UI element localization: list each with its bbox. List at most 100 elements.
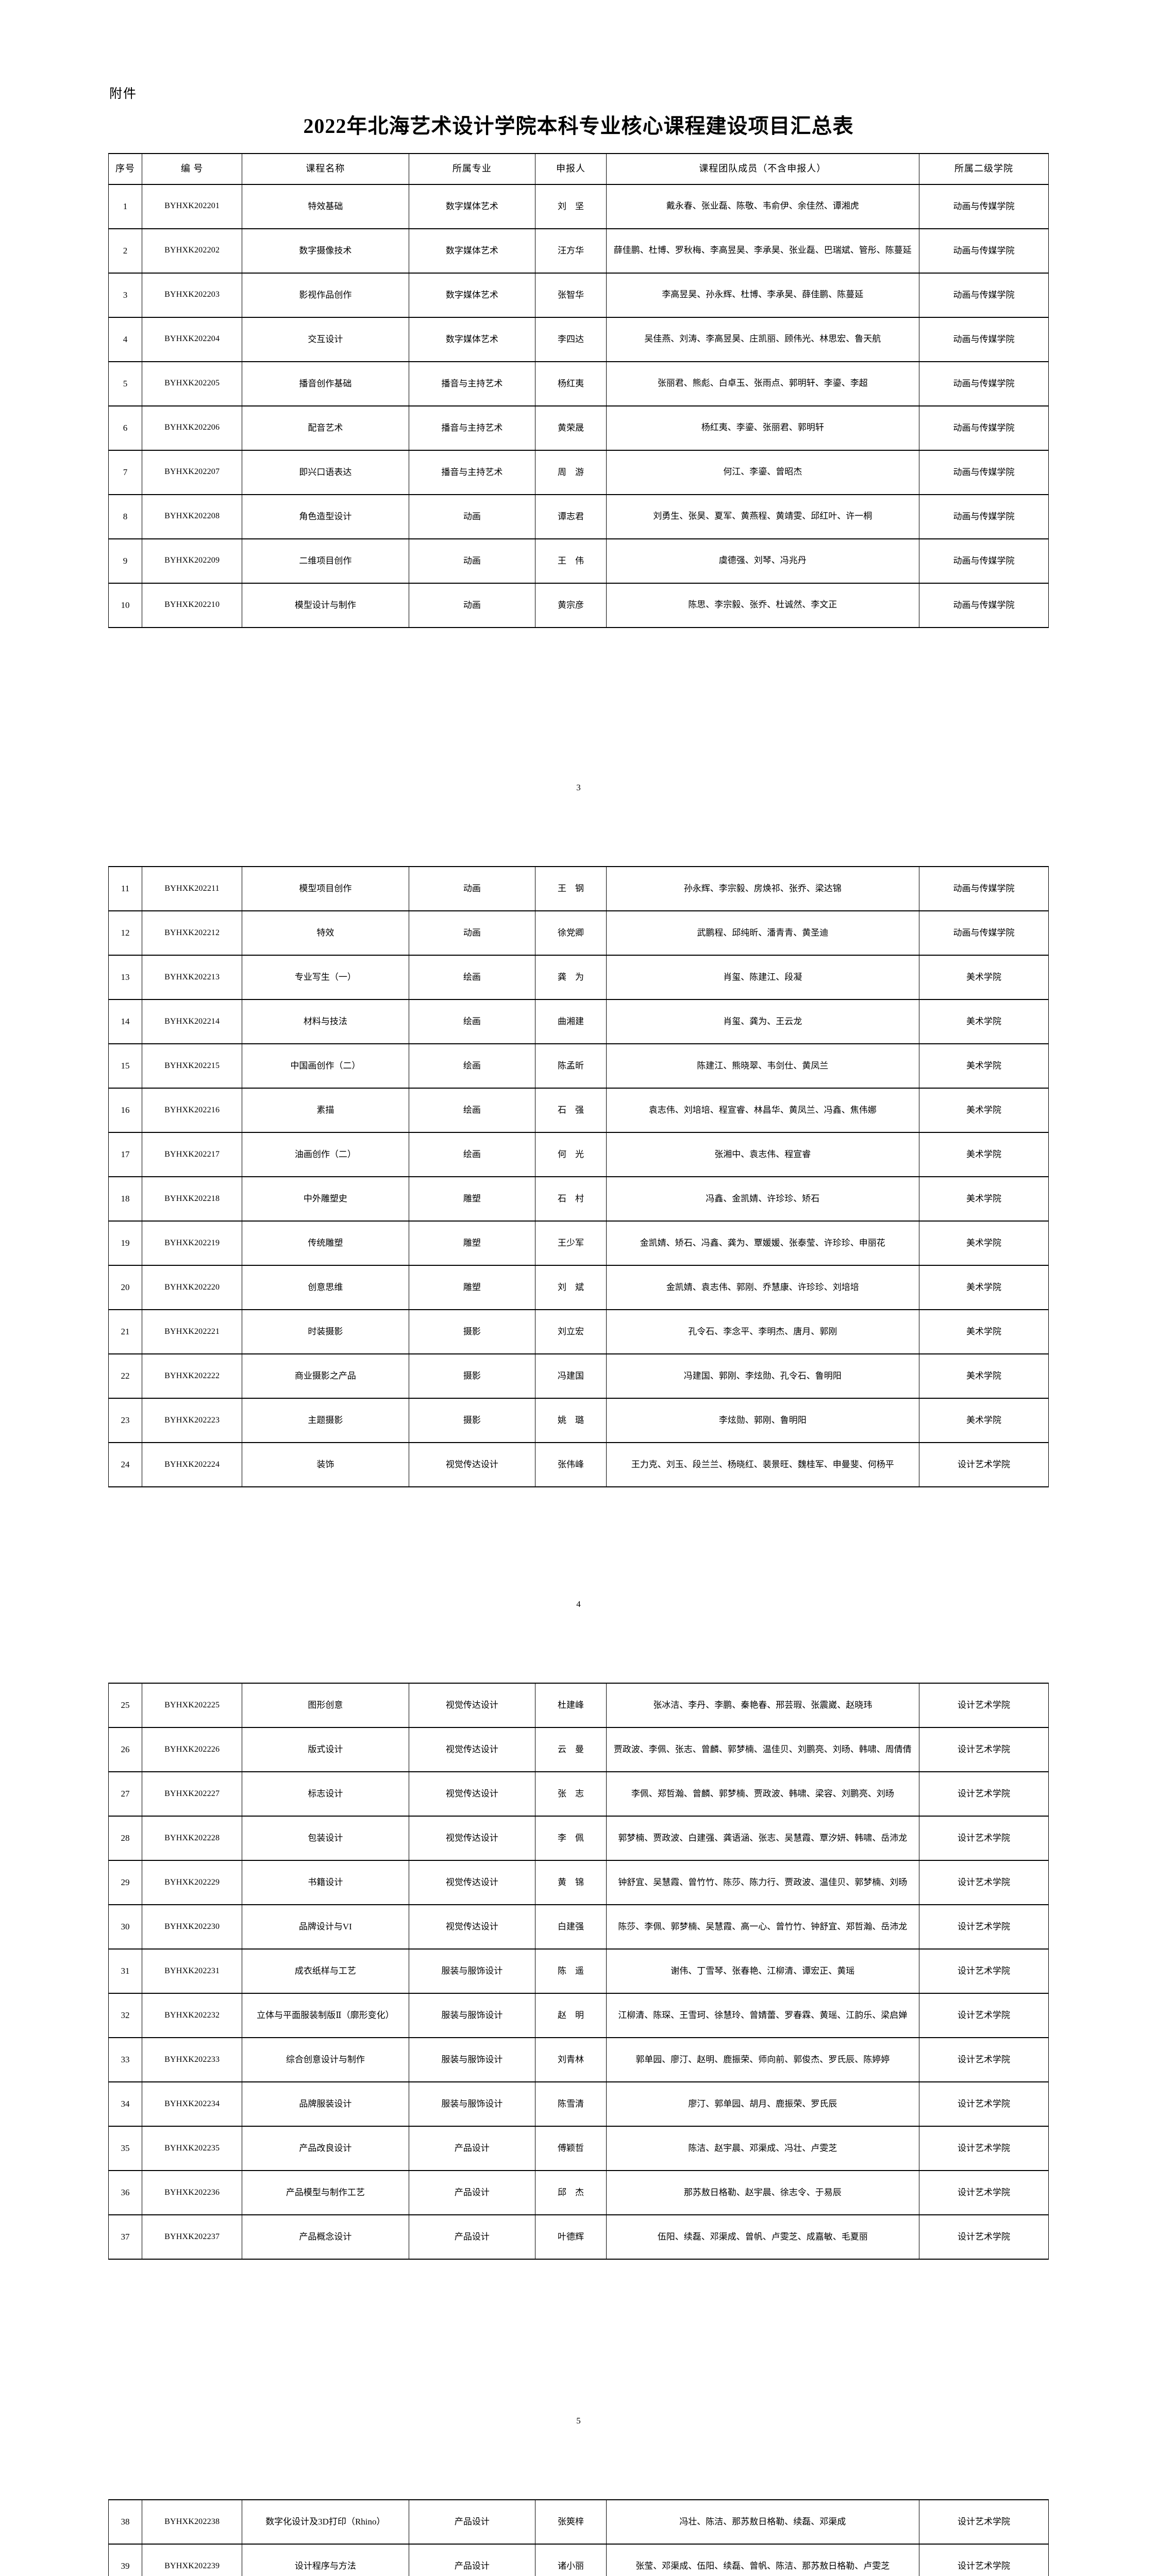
page-title: 2022年北海艺术设计学院本科专业核心课程建设项目汇总表 xyxy=(303,114,854,138)
cell-applicant: 刘 斌 xyxy=(535,1265,607,1310)
cell-applicant: 汪方华 xyxy=(535,228,607,274)
cell-team: 李高昱昊、孙永辉、杜博、李承昊、薛佳鹏、陈蔓延 xyxy=(606,272,919,318)
cell-applicant: 周 游 xyxy=(535,449,607,495)
cell-major: 服装与服饰设计 xyxy=(408,2081,536,2127)
cell-applicant: 曲湘建 xyxy=(535,999,607,1044)
table-row: 39 BYHXK202239 设计程序与方法 产品设计 诸小丽 张莹、邓渠成、伍阳、续磊、… xyxy=(108,2544,1049,2576)
cell-code: BYHXK202235 xyxy=(142,2126,243,2171)
cell-index: 38 xyxy=(108,2500,143,2545)
table-row: 31 BYHXK202231 成衣纸样与工艺 服装与服饰设计陈 遥谢伟、丁雪琴、张春艳… xyxy=(108,1948,1049,1994)
cell-course-name: 播音创作基础 xyxy=(242,361,409,406)
cell-college: 美术学院 xyxy=(918,1088,1049,1133)
cell-applicant: 傅颖哲 xyxy=(535,2126,607,2171)
cell-course-name: 书籍设计 xyxy=(242,1860,409,1905)
course-table-page-3: 25 BYHXK202225 图形创意 视觉传达设计 杜建峰 张冰洁、李丹、李鹏、秦艳春、… xyxy=(108,1683,1049,2260)
cell-index: 7 xyxy=(108,449,143,495)
cell-course-name: 传统雕塑 xyxy=(242,1221,409,1266)
page-number: 5 xyxy=(576,2416,581,2426)
cell-team: 钟舒宜、吴慧霞、曾竹竹、陈莎、陈力行、贾政波、温佳贝、郭梦楠、刘旸 xyxy=(606,1860,919,1905)
cell-applicant: 姚 璐 xyxy=(535,1398,607,1443)
cell-index: 30 xyxy=(108,1904,143,1950)
cell-course-name: 品牌服装设计 xyxy=(242,2081,409,2127)
cell-team: 吴佳燕、刘涛、李高昱昊、庄凯丽、顾伟光、林思宏、鲁天航 xyxy=(606,316,919,362)
cell-applicant: 黄 锦 xyxy=(535,1860,607,1905)
cell-code: BYHXK202211 xyxy=(142,867,243,911)
table-row: 24 BYHXK202224 装饰 视觉传达设计 张伟峰 王力克、刘玉、段兰兰、杨晓红、裴… xyxy=(108,1442,1049,1487)
cell-index: 2 xyxy=(108,228,143,274)
cell-major: 动画 xyxy=(408,910,536,956)
cell-applicant: 冯建国 xyxy=(535,1353,607,1399)
cell-college: 设计艺术学院 xyxy=(918,1442,1049,1487)
cell-major: 动画 xyxy=(408,867,536,911)
cell-code: BYHXK202206 xyxy=(142,405,243,451)
cell-index: 29 xyxy=(108,1860,143,1905)
cell-index: 5 xyxy=(108,361,143,406)
cell-code: BYHXK202201 xyxy=(142,184,243,229)
attachment-label: 附件 xyxy=(109,87,138,101)
cell-code: BYHXK202202 xyxy=(142,228,243,274)
page-3: 25 BYHXK202225 图形创意 视觉传达设计 杜建峰 张冰洁、李丹、李鹏、秦艳春、… xyxy=(0,1633,1157,2450)
cell-index: 36 xyxy=(108,2170,143,2215)
cell-course-name: 专业写生（一） xyxy=(242,955,409,1000)
cell-applicant: 邱 杰 xyxy=(535,2170,607,2215)
cell-applicant: 黄宗彦 xyxy=(535,582,607,628)
cell-applicant: 石 村 xyxy=(535,1176,607,1222)
cell-college: 动画与传媒学院 xyxy=(918,316,1049,362)
cell-applicant: 陈孟昕 xyxy=(535,1043,607,1089)
cell-college: 动画与传媒学院 xyxy=(918,184,1049,229)
cell-college: 动画与传媒学院 xyxy=(918,538,1049,584)
cell-team: 戴永春、张业磊、陈敬、韦俞伊、余佳然、谭湘虎 xyxy=(606,184,919,229)
cell-course-name: 油画创作（二） xyxy=(242,1132,409,1177)
cell-index: 17 xyxy=(108,1132,143,1177)
cell-index: 4 xyxy=(108,316,143,362)
table-row: 30 BYHXK202230 品牌设计与VI 视觉传达设计 白建强 陈莎、李佩、郭梦楠、吴… xyxy=(108,1904,1049,1950)
cell-index: 18 xyxy=(108,1176,143,1222)
cell-code: BYHXK202219 xyxy=(142,1221,243,1266)
cell-college: 美术学院 xyxy=(918,1309,1049,1354)
table-row: 7 BYHXK202207 即兴口语表达 播音与主持艺术周 游何江、李鎏、曾昭杰 动画与… xyxy=(108,449,1049,495)
cell-course-name: 产品改良设计 xyxy=(242,2126,409,2171)
cell-code: BYHXK202209 xyxy=(142,538,243,584)
cell-index: 31 xyxy=(108,1948,143,1994)
cell-college: 设计艺术学院 xyxy=(918,2214,1049,2260)
table-row: 36 BYHXK202236 产品模型与制作工艺 产品设计邱 杰那苏敖日格勒、赵宇晨、… xyxy=(108,2170,1049,2215)
cell-applicant: 王 钢 xyxy=(535,867,607,911)
cell-course-name: 创意思维 xyxy=(242,1265,409,1310)
cell-team: 郭梦楠、贾政波、白建强、龚语涵、张志、吴慧霞、覃汐妍、韩啸、岳沛龙 xyxy=(606,1816,919,1861)
cell-college: 动画与传媒学院 xyxy=(918,361,1049,406)
cell-college: 美术学院 xyxy=(918,1132,1049,1177)
cell-course-name: 中国画创作（二） xyxy=(242,1043,409,1089)
cell-college: 动画与传媒学院 xyxy=(918,494,1049,539)
table-row: 20 BYHXK202220 创意思维 雕塑刘 斌金凯婧、袁志伟、郭刚、乔慧康、许珍珍… xyxy=(108,1265,1049,1310)
cell-applicant: 李四达 xyxy=(535,316,607,362)
cell-code: BYHXK202204 xyxy=(142,316,243,362)
cell-course-name: 成衣纸样与工艺 xyxy=(242,1948,409,1994)
cell-course-name: 角色造型设计 xyxy=(242,494,409,539)
cell-course-name: 设计程序与方法 xyxy=(242,2544,409,2576)
table-row: 25 BYHXK202225 图形创意 视觉传达设计 杜建峰 张冰洁、李丹、李鹏、秦艳春、… xyxy=(108,1683,1049,1728)
cell-index: 1 xyxy=(108,184,143,229)
cell-code: BYHXK202236 xyxy=(142,2170,243,2215)
cell-course-name: 交互设计 xyxy=(242,316,409,362)
cell-course-name: 材料与技法 xyxy=(242,999,409,1044)
cell-index: 16 xyxy=(108,1088,143,1133)
table-row: 28 BYHXK202228 包装设计 视觉传达设计李 佩郭梦楠、贾政波、白建强、龚语… xyxy=(108,1816,1049,1861)
cell-index: 25 xyxy=(108,1683,143,1728)
cell-code: BYHXK202203 xyxy=(142,272,243,318)
cell-course-name: 标志设计 xyxy=(242,1771,409,1817)
cell-applicant: 刘立宏 xyxy=(535,1309,607,1354)
cell-team: 陈思、李宗毅、张乔、杜诚然、李文正 xyxy=(606,582,919,628)
cell-college: 动画与传媒学院 xyxy=(918,910,1049,956)
cell-major: 动画 xyxy=(408,538,536,584)
cell-course-name: 版式设计 xyxy=(242,1727,409,1772)
cell-course-name: 品牌设计与VI xyxy=(242,1904,409,1950)
cell-team: 李炫勋、郭刚、鲁明阳 xyxy=(606,1398,919,1443)
table-row: 8 BYHXK202208 角色造型设计 动画 谭志君 刘勇生、张昊、夏军、黄燕程、黄靖雯… xyxy=(108,494,1049,539)
cell-major: 播音与主持艺术 xyxy=(408,449,536,495)
cell-course-name: 配音艺术 xyxy=(242,405,409,451)
cell-team: 孔令石、李念平、李明杰、唐月、郭刚 xyxy=(606,1309,919,1354)
cell-code: BYHXK202232 xyxy=(142,1993,243,2038)
cell-index: 11 xyxy=(108,867,143,911)
cell-course-name: 即兴口语表达 xyxy=(242,449,409,495)
cell-course-name: 模型项目创作 xyxy=(242,867,409,911)
